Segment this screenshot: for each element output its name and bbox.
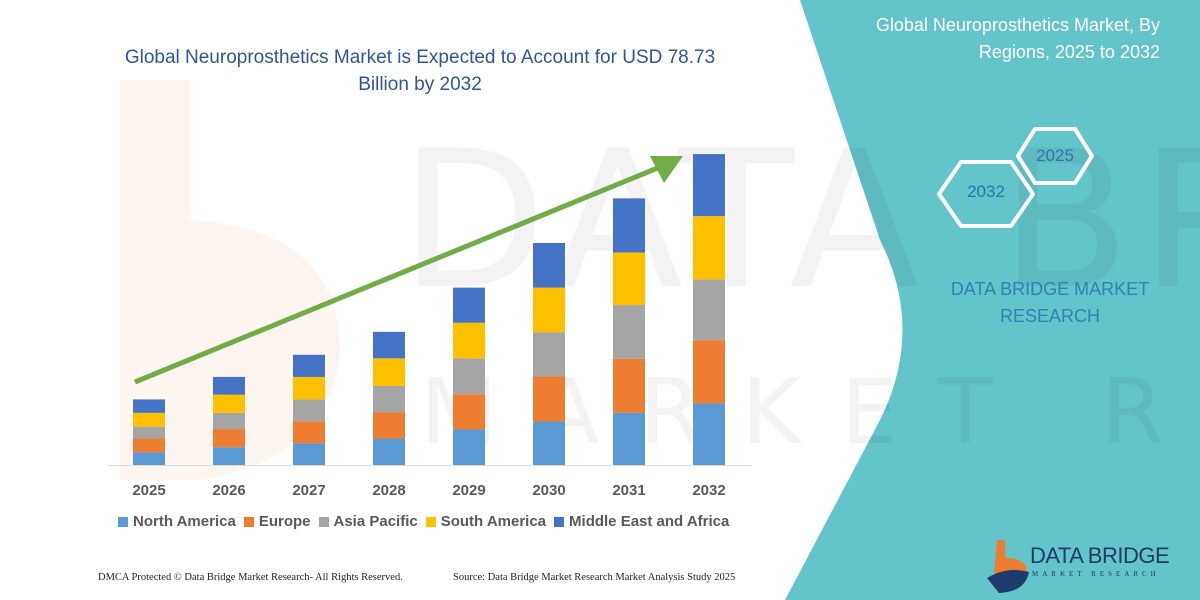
- bar-segment-asia-pacific-2025: [133, 426, 165, 439]
- bar-segment-asia-pacific-2028: [373, 385, 405, 413]
- bar-segment-south-america-2026: [213, 394, 245, 413]
- footer-copyright: DMCA Protected © Data Bridge Market Rese…: [98, 572, 403, 583]
- trend-arrow-line: [134, 164, 661, 385]
- trend-arrow-head-icon: [650, 156, 683, 183]
- bar-segment-europe-2031: [613, 358, 645, 413]
- hex-label-start: 2025: [1036, 146, 1074, 165]
- footer-source: Source: Data Bridge Market Research Mark…: [453, 572, 736, 583]
- legend-label: Asia Pacific: [333, 513, 418, 530]
- bar-segment-north-america-2031: [613, 412, 645, 465]
- legend-swatch: [243, 516, 254, 527]
- bar-segment-middle-east-and-africa-2032: [693, 154, 725, 217]
- bar-segment-europe-2029: [453, 394, 485, 430]
- x-tick-label: 2031: [612, 482, 645, 499]
- bar-segment-europe-2025: [133, 438, 165, 453]
- x-tick-label: 2027: [292, 482, 325, 499]
- x-tick-label: 2029: [452, 482, 485, 499]
- bar-segment-north-america-2030: [533, 421, 565, 465]
- x-tick-label: 2026: [212, 482, 245, 499]
- legend-item: South America: [425, 513, 547, 530]
- legend-item: Asia Pacific: [318, 513, 418, 530]
- bar-segment-south-america-2032: [693, 216, 725, 280]
- bar-segment-asia-pacific-2026: [213, 412, 245, 430]
- bar-segment-middle-east-and-africa-2031: [613, 198, 645, 253]
- bar-segment-asia-pacific-2027: [293, 399, 325, 422]
- bar-segment-asia-pacific-2029: [453, 358, 485, 395]
- bar-segment-asia-pacific-2032: [693, 279, 725, 341]
- bar-segment-asia-pacific-2030: [533, 332, 565, 377]
- legend-item: Middle East and Africa: [554, 513, 729, 530]
- x-tick-label: 2028: [372, 482, 405, 499]
- bar-segment-middle-east-and-africa-2025: [133, 399, 165, 413]
- bar-segment-south-america-2030: [533, 287, 565, 333]
- legend-swatch: [118, 516, 128, 527]
- brand-text: DATA BRIDGE MARKET RESEARCH: [950, 279, 1150, 326]
- legend-swatch: [318, 516, 329, 527]
- bar-segment-south-america-2028: [373, 358, 405, 386]
- bar-segment-europe-2026: [213, 429, 245, 448]
- hexagon-2032-icon: [937, 160, 1035, 228]
- legend-swatch: [554, 516, 565, 527]
- bar-segment-middle-east-and-africa-2028: [373, 331, 405, 359]
- bar-segment-south-america-2029: [453, 322, 485, 359]
- bar-segment-europe-2028: [373, 412, 405, 439]
- legend-label: Middle East and Africa: [569, 513, 730, 530]
- chart-title: Global Neuroprosthetics Market is Expect…: [124, 47, 716, 95]
- legend-label: South America: [440, 513, 547, 530]
- bar-segment-north-america-2029: [453, 429, 485, 465]
- logo-subtext: MARKET RESEARCH: [1032, 570, 1160, 578]
- bar-segment-north-america-2028: [373, 438, 405, 465]
- panel-title: Global Neuroprosthetics Market, By Regio…: [875, 15, 1160, 62]
- legend-item: North America: [118, 513, 236, 530]
- logo-text: DATA BRIDGE: [1030, 543, 1170, 568]
- legend-swatch: [425, 516, 436, 527]
- bar-segment-north-america-2026: [213, 447, 245, 465]
- bar-segment-middle-east-and-africa-2030: [533, 242, 565, 288]
- bar-segment-north-america-2032: [693, 403, 725, 465]
- bar-segment-south-america-2031: [613, 252, 645, 306]
- bar-segment-middle-east-and-africa-2027: [293, 354, 325, 377]
- watermark-logo-icon: [120, 80, 340, 480]
- x-tick-label: 2030: [532, 482, 565, 499]
- legend-label: North America: [133, 513, 236, 530]
- stacked-bar-chart: 2025 2026 2027 2028 2029 2030 2031 2032: [108, 154, 752, 499]
- bar-segment-europe-2030: [533, 376, 565, 422]
- chart-legend: North America Europe Asia Pacific South Ame…: [118, 513, 729, 530]
- bar-segment-north-america-2027: [293, 443, 325, 465]
- bar-segment-europe-2032: [693, 340, 725, 404]
- data-bridge-logo-icon: [987, 540, 1029, 593]
- x-tick-label: 2025: [132, 482, 165, 499]
- bar-segment-south-america-2027: [293, 376, 325, 400]
- legend-item: Europe: [243, 513, 311, 530]
- bar-segment-north-america-2025: [133, 452, 165, 465]
- hex-label-end: 2032: [967, 182, 1005, 201]
- bar-segment-asia-pacific-2031: [613, 305, 645, 359]
- x-tick-label: 2032: [692, 482, 725, 499]
- legend-label: Europe: [258, 513, 311, 530]
- bar-segment-europe-2027: [293, 421, 325, 444]
- bar-segment-middle-east-and-africa-2029: [453, 287, 485, 323]
- bar-segment-middle-east-and-africa-2026: [213, 376, 245, 395]
- hexagon-2025-icon: [1016, 127, 1094, 185]
- bar-segment-south-america-2025: [133, 412, 165, 427]
